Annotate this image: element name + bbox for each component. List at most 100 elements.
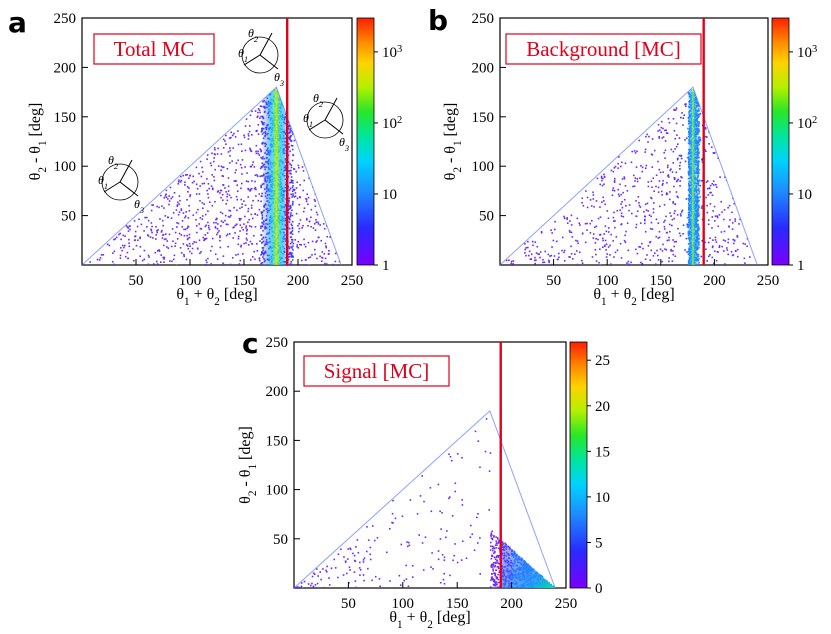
data-point (697, 124, 700, 126)
data-point (494, 580, 496, 583)
data-point (706, 211, 709, 214)
data-point (145, 216, 148, 219)
data-point (715, 183, 717, 186)
data-point (510, 262, 513, 265)
data-point (230, 131, 233, 134)
data-point (713, 205, 716, 208)
data-point (498, 563, 500, 565)
data-point (490, 557, 493, 560)
data-point (717, 225, 720, 228)
data-point (617, 188, 619, 191)
data-point (446, 530, 448, 532)
data-point (707, 194, 710, 196)
data-point (235, 195, 238, 198)
data-point (178, 195, 181, 197)
data-point (247, 138, 250, 140)
data-point (150, 222, 153, 224)
data-point (250, 150, 253, 153)
data-point (237, 130, 239, 132)
data-point (492, 583, 495, 586)
data-point (239, 224, 242, 227)
data-point (298, 586, 301, 588)
data-point (296, 197, 299, 200)
data-point (618, 156, 620, 158)
data-point (248, 218, 251, 221)
data-point (290, 180, 293, 182)
data-point (508, 259, 510, 262)
data-point (340, 548, 342, 551)
data-point (319, 571, 322, 573)
data-point (198, 239, 201, 242)
panel-letter: c (242, 327, 259, 360)
data-point (237, 253, 239, 256)
data-point (451, 515, 454, 517)
colorbar-tick-label: 1 (382, 258, 390, 274)
data-point (636, 150, 638, 153)
data-point (682, 124, 684, 126)
data-point (200, 175, 203, 178)
data-point (673, 177, 676, 179)
data-point (305, 200, 308, 203)
data-point (354, 560, 357, 563)
colorbar-tick-label: 102 (797, 114, 817, 132)
data-point (684, 160, 687, 163)
data-point (356, 539, 359, 541)
data-point (440, 528, 442, 530)
data-point (260, 254, 262, 256)
data-point (299, 587, 302, 588)
data-point (291, 204, 294, 206)
data-point (291, 224, 293, 227)
data-point (581, 201, 583, 204)
data-point (738, 223, 740, 225)
data-point (207, 193, 209, 195)
data-point (374, 539, 376, 542)
data-point (630, 261, 632, 264)
data-point (744, 262, 746, 264)
data-point (195, 193, 198, 195)
angle-label: θ1 (238, 46, 248, 64)
data-point (317, 221, 319, 223)
data-point (161, 229, 163, 232)
data-point (697, 103, 700, 106)
data-point (359, 561, 361, 564)
data-point (670, 148, 673, 151)
data-point (304, 264, 307, 265)
data-point (221, 175, 224, 177)
data-point (234, 136, 237, 138)
data-point (298, 222, 300, 225)
data-point (456, 561, 459, 564)
data-point (234, 224, 236, 227)
data-point (307, 256, 310, 259)
data-point (723, 250, 725, 252)
data-point (182, 243, 185, 245)
data-point (439, 581, 442, 584)
x-tick-label: 200 (703, 273, 726, 289)
data-point (123, 244, 126, 247)
data-point (355, 546, 357, 548)
data-point (119, 254, 122, 257)
data-point (198, 172, 200, 175)
data-point (617, 193, 620, 196)
data-point (235, 254, 237, 256)
data-point (172, 212, 175, 214)
x-tick-label: 200 (500, 596, 523, 612)
data-point (224, 263, 226, 265)
data-point (362, 559, 365, 561)
data-point (658, 135, 660, 138)
data-point (257, 199, 260, 202)
data-point (249, 188, 252, 191)
data-point (219, 189, 222, 192)
data-point (441, 511, 443, 514)
data-point (713, 152, 716, 155)
data-point (613, 256, 615, 258)
data-point (229, 147, 231, 149)
data-point (239, 230, 241, 232)
data-point (216, 223, 219, 225)
data-point (716, 215, 719, 217)
data-point (644, 215, 647, 218)
data-point (250, 225, 253, 228)
data-point (709, 253, 711, 256)
data-point (259, 105, 262, 108)
data-point (714, 215, 717, 217)
data-point (235, 179, 237, 182)
